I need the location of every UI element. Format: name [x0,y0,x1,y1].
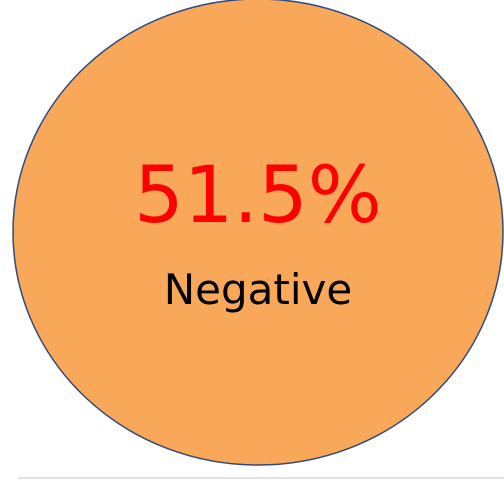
circle [12,0,504,466]
label: Negative [164,265,353,314]
value-text: 51.5% [134,151,382,241]
